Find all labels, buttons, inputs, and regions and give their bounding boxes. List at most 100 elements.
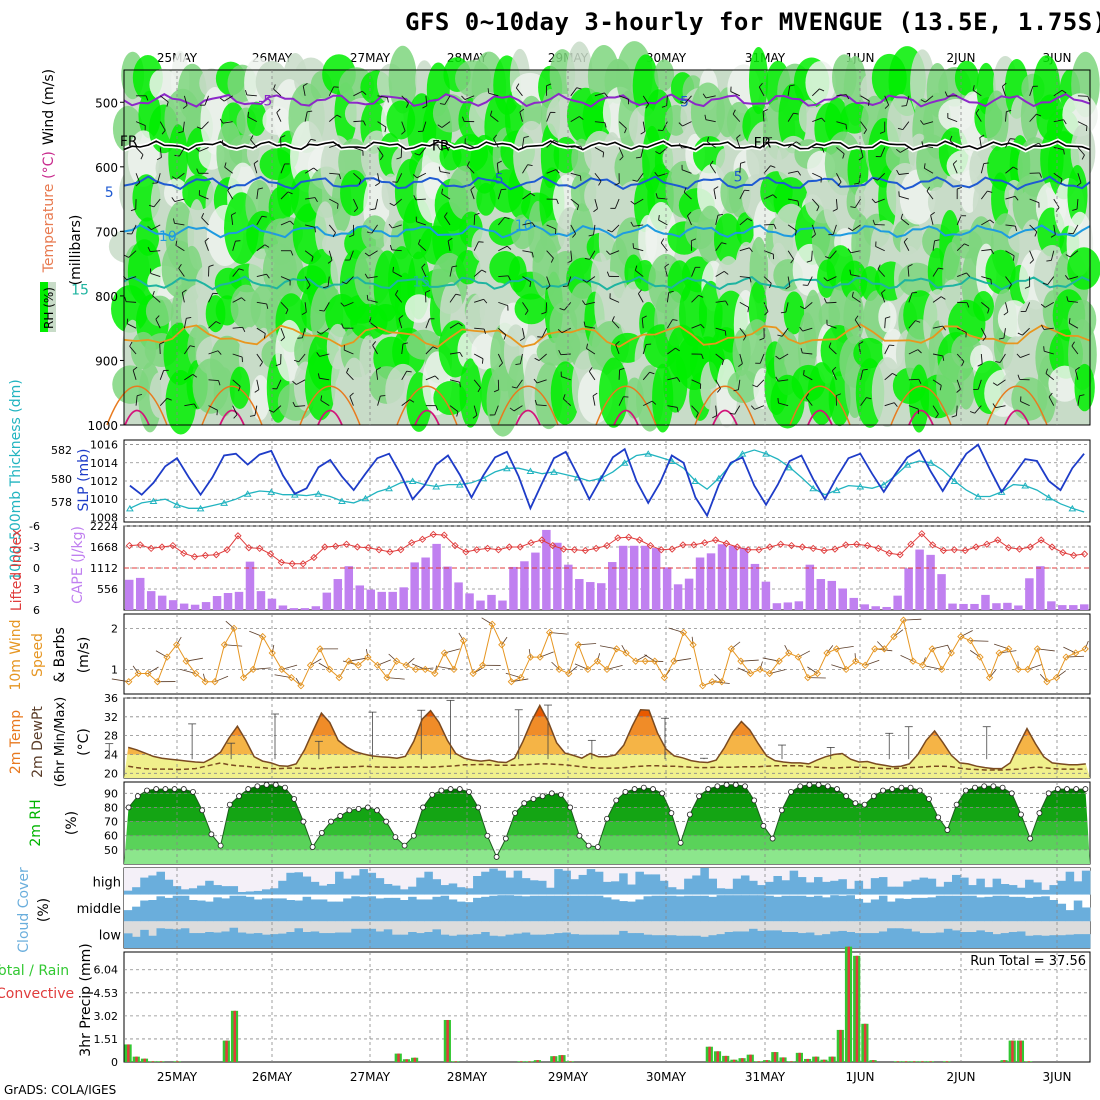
cape-bar bbox=[311, 606, 321, 610]
wind-barb-flag bbox=[1087, 96, 1090, 102]
precip-conv-bar bbox=[765, 1060, 769, 1062]
slp-tick-label: 1012 bbox=[90, 475, 118, 488]
cloud-unit-label: (%) bbox=[36, 898, 52, 922]
cape-bar bbox=[1003, 602, 1012, 610]
rh2m-marker bbox=[576, 832, 583, 839]
wind-barb-flag bbox=[182, 289, 187, 293]
cloud-bar-low bbox=[919, 933, 929, 948]
wind-barb-flag bbox=[586, 343, 588, 349]
cloud-bar-middle bbox=[578, 895, 588, 922]
wind-barb bbox=[981, 276, 992, 280]
wind-barb bbox=[667, 347, 676, 355]
rh2m-marker bbox=[788, 788, 794, 795]
cloud-bar-low bbox=[602, 934, 612, 948]
cloud-bar-middle bbox=[172, 895, 182, 922]
wind-barb bbox=[642, 95, 650, 105]
wind-barb bbox=[319, 353, 330, 357]
cape-bar bbox=[608, 562, 617, 610]
rh-patch bbox=[1074, 363, 1095, 412]
wind-barb bbox=[900, 218, 910, 226]
rh2m-marker bbox=[217, 842, 224, 849]
cape-bar bbox=[388, 591, 397, 610]
wind-barb bbox=[974, 405, 982, 414]
isotherm-20-hump bbox=[890, 385, 952, 426]
cloud-bar-low bbox=[481, 932, 490, 948]
wind-barb-flag bbox=[327, 259, 333, 264]
cloud-bar-high bbox=[749, 880, 758, 895]
rh-patch bbox=[459, 358, 482, 428]
cloud-bar-low bbox=[473, 934, 482, 948]
cape-bar bbox=[662, 567, 672, 610]
li-marker bbox=[364, 544, 372, 552]
wind-barb bbox=[497, 189, 502, 200]
wind-barb bbox=[546, 169, 557, 174]
wind-barb bbox=[763, 194, 774, 200]
li-marker bbox=[831, 545, 839, 553]
wind-barb bbox=[618, 396, 624, 406]
wind-barb bbox=[899, 147, 910, 153]
wind-barb-flag bbox=[364, 252, 370, 257]
wind-barb-flag bbox=[736, 134, 741, 139]
wind-barb-flag bbox=[1079, 394, 1085, 397]
precip-conv-bar bbox=[863, 1023, 867, 1062]
precip-conv-bar bbox=[798, 1052, 801, 1062]
wind-barb bbox=[349, 250, 354, 261]
rh2m-marker bbox=[558, 791, 564, 798]
cloud-bar-high bbox=[132, 887, 141, 895]
wind-barb bbox=[570, 172, 581, 177]
wind-barb bbox=[353, 198, 359, 209]
wind10-marker bbox=[373, 661, 382, 669]
wind10-marker bbox=[708, 678, 716, 686]
cape-bar bbox=[651, 548, 661, 610]
wind10-marker bbox=[823, 649, 831, 657]
wind-barb bbox=[637, 293, 644, 303]
cloud-bar-high bbox=[667, 887, 677, 895]
wind-barb-flag bbox=[580, 145, 584, 151]
wind-barb bbox=[401, 95, 409, 104]
cloud-bar-low bbox=[1081, 934, 1091, 948]
cloud-bar-high bbox=[188, 888, 198, 895]
cloud-bar-high bbox=[164, 879, 174, 895]
wind-barb-flag bbox=[679, 143, 682, 149]
wind10-marker bbox=[268, 649, 276, 657]
cloud-bar-middle bbox=[253, 899, 263, 922]
wind-barb bbox=[199, 147, 209, 152]
thickness-marker bbox=[738, 450, 747, 457]
wind-barb-flag bbox=[301, 311, 307, 316]
wind10-marker bbox=[632, 657, 640, 665]
precip-conv-bar bbox=[945, 1061, 949, 1062]
cloud-bar-low bbox=[692, 935, 701, 948]
wind-barb-flag bbox=[159, 341, 165, 345]
cape-bar bbox=[223, 593, 233, 610]
wind-barb-flag bbox=[137, 393, 143, 397]
wind10-marker bbox=[211, 678, 219, 686]
cloud-bar-low bbox=[359, 928, 368, 948]
cloud-bar-middle bbox=[262, 898, 271, 922]
isotherm-25-hump bbox=[317, 409, 343, 426]
thickness-marker bbox=[1021, 482, 1030, 489]
wind-barb bbox=[349, 396, 354, 406]
rh-patch bbox=[514, 293, 549, 325]
wind10-marker bbox=[612, 645, 621, 653]
wind-barb bbox=[787, 224, 797, 231]
wind-barb bbox=[902, 121, 910, 130]
wind-barb bbox=[392, 224, 402, 229]
wind10-marker bbox=[450, 665, 458, 674]
wind-barb-flag bbox=[593, 208, 598, 213]
wind-barb bbox=[224, 166, 233, 174]
wind-barb bbox=[135, 147, 144, 155]
wind-barb-flag bbox=[462, 116, 465, 122]
wind-barb bbox=[972, 89, 982, 97]
rh2m-marker bbox=[585, 842, 592, 849]
wind-barb bbox=[1005, 250, 1015, 257]
rh-patch bbox=[308, 98, 334, 149]
cloud-bar-low bbox=[870, 933, 880, 948]
precip-conv-bar bbox=[814, 1056, 818, 1062]
wind10-marker bbox=[957, 632, 965, 641]
wind10-barb bbox=[132, 665, 139, 674]
cloud-bar-high bbox=[270, 888, 279, 895]
wind-barb bbox=[715, 353, 724, 361]
cloud-bar-low bbox=[270, 934, 279, 948]
wind-barb bbox=[884, 344, 890, 355]
li-marker bbox=[874, 544, 882, 553]
